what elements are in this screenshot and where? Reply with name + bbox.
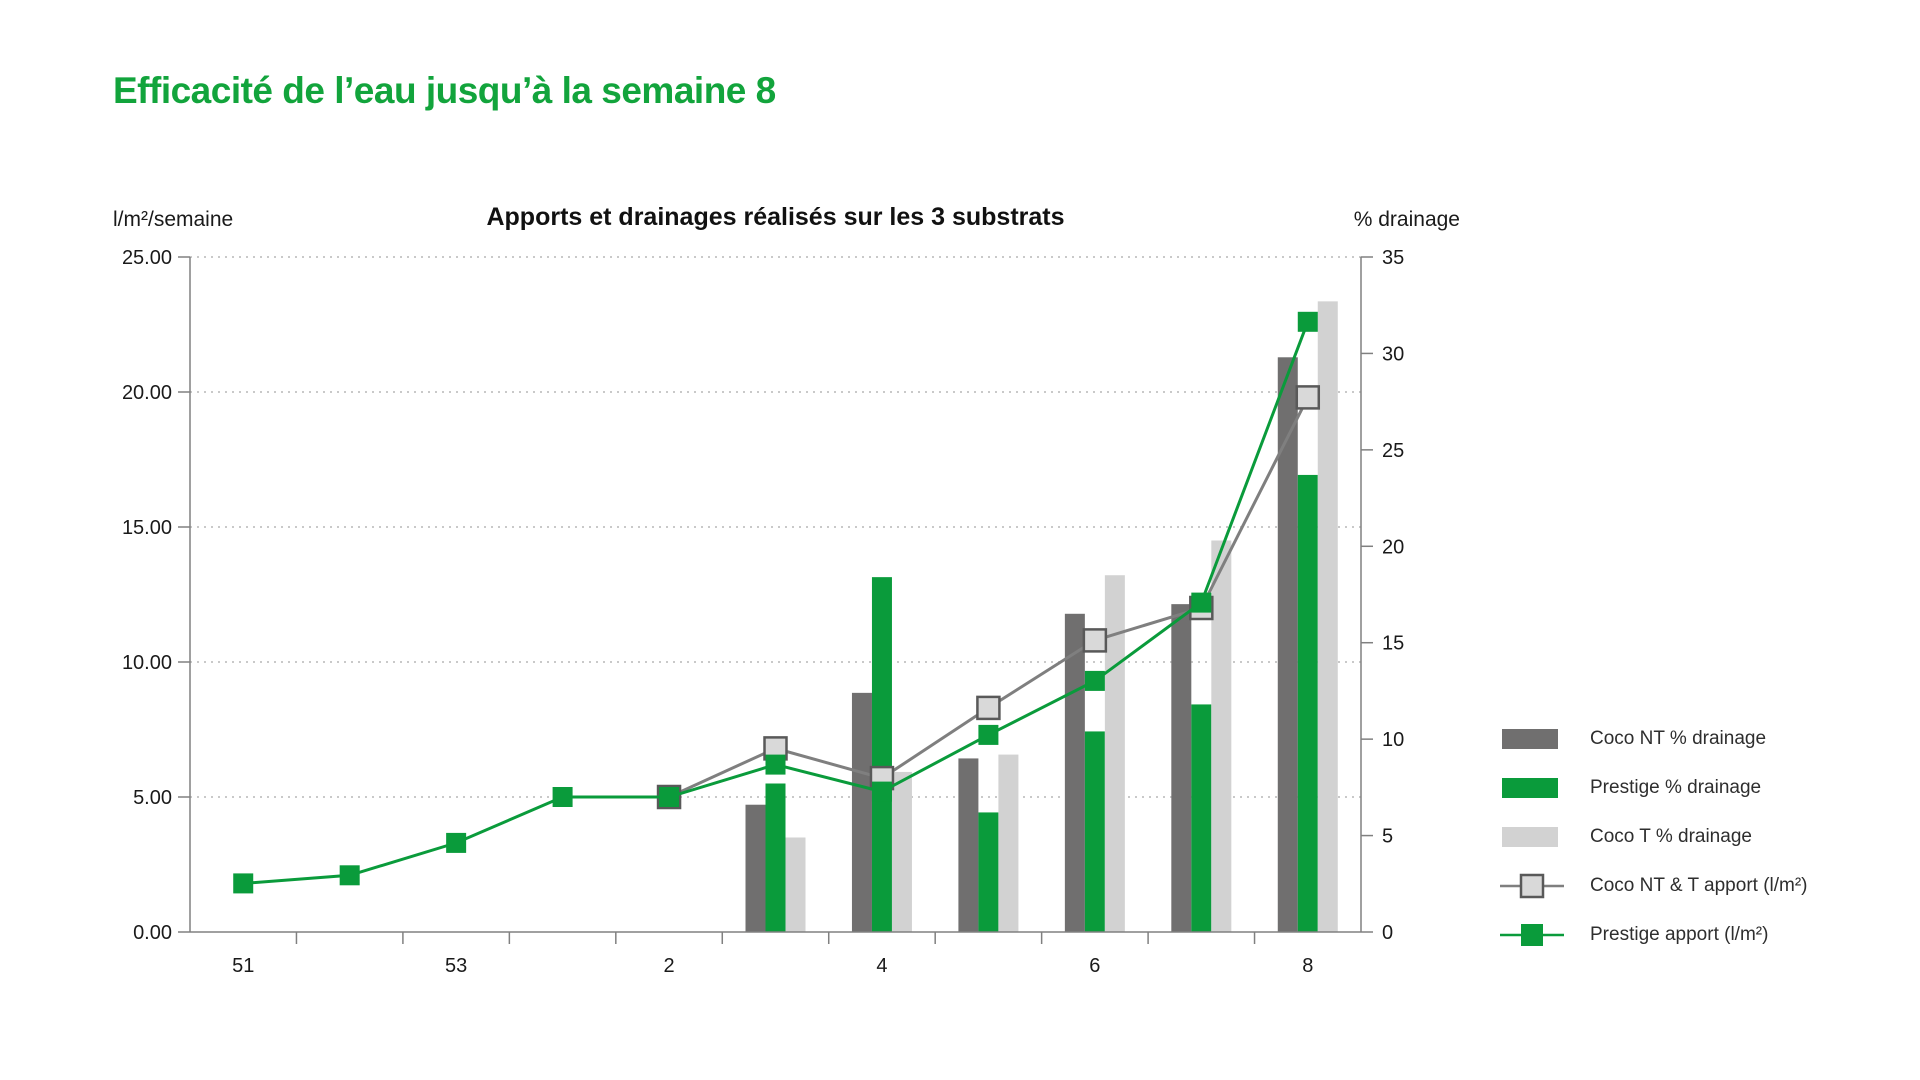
svg-text:10.00: 10.00 — [122, 652, 172, 674]
svg-text:10: 10 — [1382, 729, 1404, 751]
coco-line-marker-swatch-icon — [1500, 873, 1574, 899]
svg-text:20: 20 — [1382, 536, 1404, 558]
svg-text:30: 30 — [1382, 343, 1404, 365]
svg-text:0: 0 — [1382, 922, 1393, 944]
bars-coco-t-drainage — [785, 301, 1338, 932]
tick-labels: 0.00 5.00 10.00 15.00 20.00 25.00 0 5 10 15 20 25 30… — [122, 247, 1404, 977]
svg-text:6: 6 — [1089, 955, 1100, 977]
svg-text:20.00: 20.00 — [122, 382, 172, 404]
svg-text:53: 53 — [445, 955, 467, 977]
svg-text:25.00: 25.00 — [122, 247, 172, 269]
bars-prestige-drainage — [765, 474, 1318, 932]
legend-label: Prestige % drainage — [1590, 776, 1762, 798]
left-axis-title: l/m²/semaine — [113, 208, 234, 231]
prestige-bar-swatch-icon — [1500, 775, 1574, 801]
right-axis-title: % drainage — [1353, 208, 1460, 231]
legend-label: Coco NT % drainage — [1590, 727, 1767, 749]
svg-text:2: 2 — [663, 955, 674, 977]
legend-item: Coco NT % drainage — [1500, 714, 1808, 763]
legend-item: Coco T % drainage — [1500, 812, 1808, 861]
prestige-line-marker-swatch-icon — [1500, 922, 1574, 948]
line-prestige-apport-l-m- — [233, 311, 1318, 894]
legend: Coco NT % drainage Prestige % drainage C… — [1500, 714, 1808, 959]
coco-t-bar-swatch-icon — [1500, 824, 1574, 850]
svg-text:15: 15 — [1382, 633, 1404, 655]
svg-text:5: 5 — [1382, 826, 1393, 848]
svg-text:0.00: 0.00 — [133, 922, 172, 944]
legend-label: Prestige apport (l/m²) — [1590, 923, 1769, 945]
svg-text:5.00: 5.00 — [133, 787, 172, 809]
coco-nt-bar-swatch-icon — [1500, 726, 1574, 752]
legend-item: Prestige apport (l/m²) — [1500, 910, 1808, 959]
legend-label: Coco NT & T apport (l/m²) — [1590, 874, 1808, 896]
legend-item: Prestige % drainage — [1500, 763, 1808, 812]
axes — [178, 256, 1373, 944]
legend-label: Coco T % drainage — [1590, 825, 1752, 847]
svg-text:51: 51 — [232, 955, 254, 977]
svg-text:8: 8 — [1302, 955, 1313, 977]
svg-text:4: 4 — [876, 955, 887, 977]
page-title: Efficacité de l’eau jusqu’à la semaine 8 — [113, 70, 776, 111]
legend-item: Coco NT & T apport (l/m²) — [1500, 861, 1808, 910]
chart-title: Apports et drainages réalisés sur les 3 … — [486, 203, 1065, 231]
svg-text:35: 35 — [1382, 247, 1404, 269]
svg-text:25: 25 — [1382, 440, 1404, 462]
svg-text:15.00: 15.00 — [122, 517, 172, 539]
bars-coco-nt-drainage — [745, 357, 1298, 932]
